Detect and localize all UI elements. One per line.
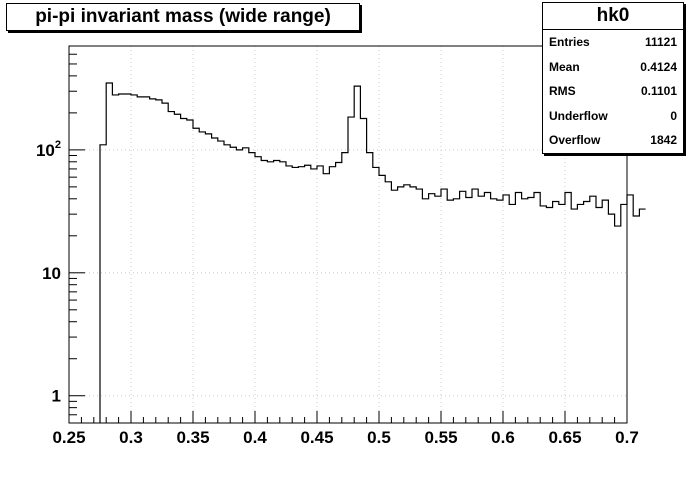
- label-layer: 0.25 0.3 0.35 0.4 0.45 0.5 0.55 0.6 0.65 0.7 1 10 10…: [36, 139, 639, 447]
- axis-layer: [68, 45, 628, 424]
- stats-label: RMS: [549, 84, 576, 99]
- series-layer: [99, 82, 646, 423]
- x-tick-label: 0.5: [367, 428, 391, 447]
- x-tick-label: 0.4: [243, 428, 267, 447]
- x-tick-label: 0.55: [424, 428, 457, 447]
- stats-label: Entries: [549, 35, 590, 49]
- y-tick-label: 102: [36, 139, 61, 160]
- x-tick-label: 0.65: [548, 428, 581, 447]
- stats-row-underflow: Underflow 0: [543, 104, 683, 129]
- x-tick-label: 0.7: [615, 428, 639, 447]
- x-tick-label: 0.3: [119, 428, 143, 447]
- stats-row-rms: RMS 0.1101: [543, 79, 683, 104]
- x-tick-label: 0.25: [52, 428, 85, 447]
- stats-value: 0.1101: [640, 84, 677, 99]
- stats-box: hk0 Entries 11121 Mean 0.4124 RMS 0.1101…: [542, 2, 684, 154]
- x-tick-label: 0.45: [300, 428, 333, 447]
- stats-row-entries: Entries 11121: [543, 30, 683, 55]
- x-tick-label: 0.6: [491, 428, 515, 447]
- stats-value: 11121: [644, 35, 677, 49]
- stats-label: Underflow: [549, 108, 608, 123]
- y-tick-label: 1: [52, 387, 61, 406]
- y-tick-label: 10: [42, 264, 61, 283]
- plot-frame: [68, 45, 628, 424]
- chart-title: pi-pi invariant mass (wide range): [6, 3, 360, 31]
- stats-value: 0: [670, 108, 677, 123]
- stats-row-mean: Mean 0.4124: [543, 55, 683, 80]
- histogram-line: [99, 82, 646, 423]
- stats-title: hk0: [543, 3, 683, 30]
- stats-row-overflow: Overflow 1842: [543, 128, 683, 153]
- stats-label: Overflow: [549, 133, 601, 148]
- stats-label: Mean: [549, 59, 580, 74]
- stats-value: 1842: [650, 133, 677, 148]
- x-tick-label: 0.35: [176, 428, 209, 447]
- stats-value: 0.4124: [640, 59, 677, 74]
